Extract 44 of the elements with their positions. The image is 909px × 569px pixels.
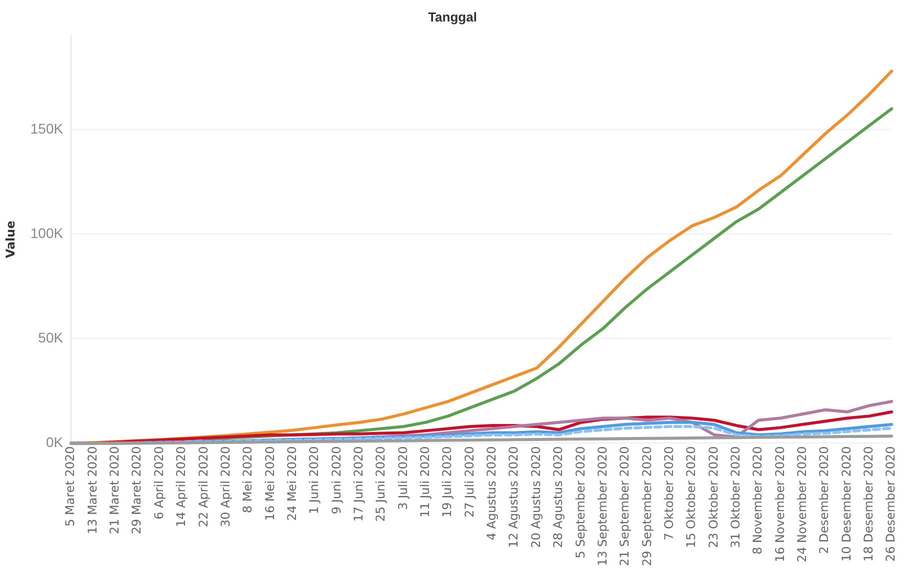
x-tick-label: 12 Agustus 2020 (506, 446, 521, 548)
x-tick-label: 18 Desember 2020 (862, 446, 876, 562)
x-tick-label: 27 Juli 2020 (462, 446, 476, 518)
x-tick-label: 21 Maret 2020 (108, 446, 122, 534)
x-tick-label: 9 Juni 2020 (329, 446, 344, 514)
x-tick-label: 23 Oktober 2020 (706, 446, 720, 548)
x-tick-label: 26 Desember 2020 (884, 446, 898, 562)
x-tick-label: 8 Mei 2020 (240, 446, 255, 514)
x-tick-label: 7 Oktober 2020 (662, 446, 676, 540)
x-tick-label: 20 Agustus 2020 (528, 446, 543, 548)
x-tick-label: 4 Agustus 2020 (484, 446, 499, 540)
x-tick-label: 8 November 2020 (750, 446, 765, 554)
x-tick-label: 13 September 2020 (595, 446, 610, 566)
x-tick-label: 29 Maret 2020 (130, 446, 144, 534)
y-tick-label: 0K (46, 434, 64, 450)
x-tick-label: 24 November 2020 (795, 446, 810, 562)
y-tick-label: 50K (38, 330, 64, 346)
x-tick-label: 5 Maret 2020 (63, 446, 78, 527)
x-tick-label: 31 Oktober 2020 (728, 446, 742, 548)
x-tick-label: 28 Agustus 2020 (551, 446, 566, 548)
x-tick-label: 16 Mei 2020 (262, 446, 277, 521)
x-tick-label: 21 September 2020 (618, 446, 632, 566)
x-tick-label: 22 April 2020 (196, 446, 210, 528)
chart-title: Tanggal (428, 9, 477, 24)
x-tick-label: 25 Juni 2020 (374, 446, 388, 522)
x-tick-label: 14 April 2020 (174, 446, 188, 528)
x-tick-label: 16 November 2020 (772, 446, 787, 562)
x-tick-label: 19 Juli 2020 (440, 446, 454, 518)
x-tick-label: 10 Desember 2020 (839, 446, 854, 562)
x-tick-label: 30 April 2020 (218, 446, 232, 528)
x-tick-label: 6 April 2020 (152, 446, 166, 520)
x-tick-label: 5 September 2020 (573, 446, 588, 558)
y-axis-title: Value (3, 220, 18, 258)
x-tick-label: 1 Juni 2020 (307, 446, 322, 514)
x-tick-label: 3 Juli 2020 (396, 446, 410, 510)
x-tick-label: 17 Juni 2020 (352, 446, 366, 522)
x-tick-label: 29 September 2020 (640, 446, 654, 566)
x-tick-label: 24 Mei 2020 (284, 446, 299, 521)
x-tick-label: 15 Oktober 2020 (684, 446, 698, 548)
x-tick-label: 13 Maret 2020 (85, 446, 100, 534)
y-tick-label: 150K (30, 120, 64, 137)
x-tick-label: 11 Juli 2020 (418, 446, 432, 518)
y-tick-label: 100K (30, 225, 64, 242)
x-tick-label: 2 Desember 2020 (817, 446, 832, 554)
